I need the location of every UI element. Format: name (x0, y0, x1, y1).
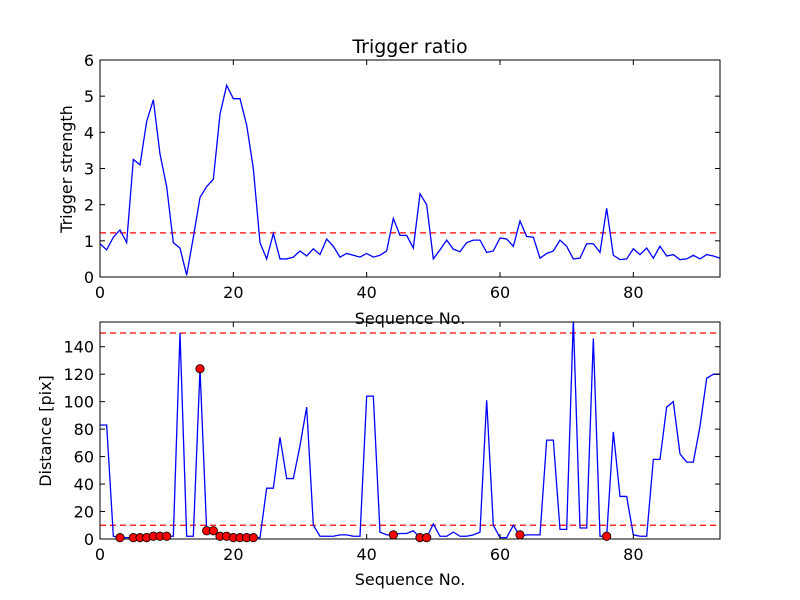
top-x-axis-label: Sequence No. (355, 309, 466, 328)
top-x-tick-label: 80 (623, 283, 643, 302)
bottom-y-tick-label: 20 (74, 503, 94, 522)
top-ticks: 0 20 40 60 80 0 1 2 3 4 5 6 (84, 51, 720, 302)
top-y-tick-label: 3 (84, 160, 94, 179)
bottom-y-tick-label: 60 (74, 448, 94, 467)
top-y-tick-label: 2 (84, 196, 94, 215)
bottom-marker-point (195, 364, 205, 374)
bottom-marker-point (602, 531, 612, 541)
bottom-x-tick-label: 20 (223, 545, 243, 564)
bottom-marker-point (515, 530, 525, 540)
bottom-x-tick-label: 40 (356, 545, 376, 564)
bottom-x-tick-label: 80 (623, 545, 643, 564)
bottom-marker-point (115, 533, 125, 543)
top-x-tick-label: 60 (490, 283, 510, 302)
bottom-y-tick-label: 40 (74, 475, 94, 494)
bottom-y-axis-label: Distance [pix] (36, 375, 55, 487)
top-y-tick-label: 4 (84, 123, 94, 142)
top-y-tick-label: 5 (84, 87, 94, 106)
top-x-tick-label: 20 (223, 283, 243, 302)
top-y-tick-label: 1 (84, 232, 94, 251)
bottom-marker-point (422, 533, 432, 543)
top-y-axis-label: Trigger strength (57, 105, 76, 234)
bottom-ticks: 0 20 40 60 80 0 20 40 60 80 100 120 140 (63, 322, 720, 564)
top-x-tick-label: 40 (356, 283, 376, 302)
bottom-series-line (100, 322, 720, 539)
top-series-line (100, 83, 720, 276)
top-y-tick-label: 0 (84, 268, 94, 287)
bottom-x-tick-label: 60 (490, 545, 510, 564)
top-plot-layer (100, 83, 720, 276)
bottom-y-tick-label: 100 (63, 393, 94, 412)
top-subplot: 0 20 40 60 80 0 1 2 3 4 5 6 Trigger ratio Sequence … (57, 36, 721, 328)
bottom-x-tick-label: 0 (95, 545, 105, 564)
bottom-x-axis-label: Sequence No. (355, 570, 466, 589)
bottom-y-tick-label: 140 (63, 338, 94, 357)
bottom-marker-point (388, 530, 398, 540)
bottom-y-tick-label: 0 (84, 530, 94, 549)
top-y-tick-label: 6 (84, 51, 94, 70)
bottom-marker-point (208, 526, 218, 536)
bottom-axes-frame (99, 321, 721, 540)
bottom-y-tick-label: 120 (63, 365, 94, 384)
top-chart-title: Trigger ratio (351, 36, 467, 58)
bottom-plot-layer (100, 322, 720, 539)
top-x-tick-label: 0 (95, 283, 105, 302)
bottom-marker-point (162, 531, 172, 541)
bottom-y-tick-label: 80 (74, 420, 94, 439)
bottom-marker-point (248, 533, 258, 543)
bottom-subplot: 0 20 40 60 80 0 20 40 60 80 100 120 140 Sequence No.… (36, 321, 721, 589)
